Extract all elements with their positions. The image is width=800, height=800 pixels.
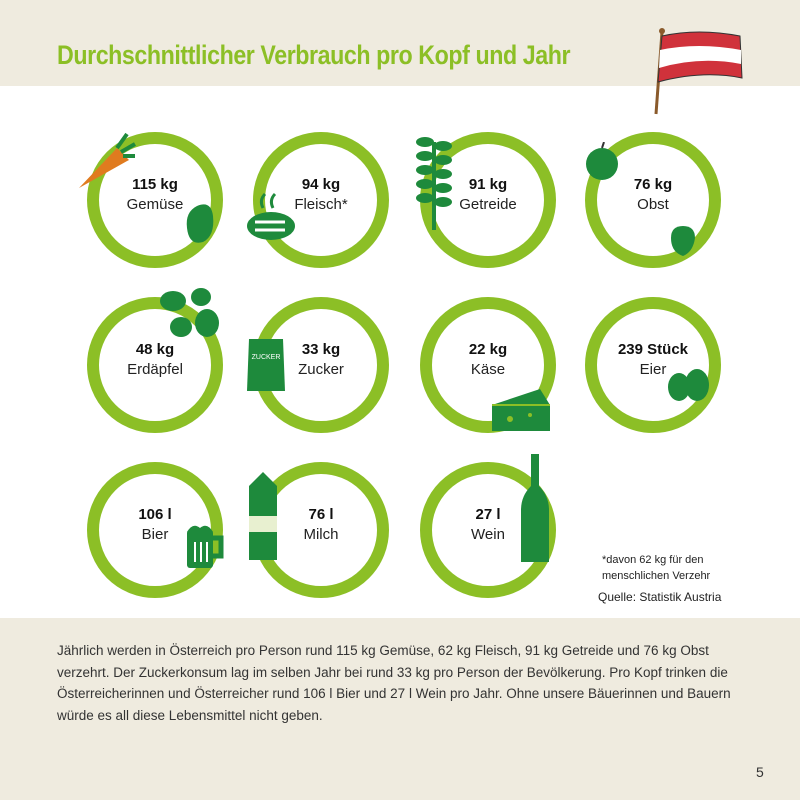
beer-mug-icon <box>183 520 227 575</box>
steak-icon <box>245 192 305 247</box>
item-value: 33 kg <box>301 341 341 358</box>
item-wein: 27 l Wein <box>420 454 556 598</box>
item-value: 94 kg <box>301 176 341 193</box>
footer-band <box>0 618 800 800</box>
item-value: 115 kg <box>132 176 178 193</box>
item-value: 239 Stück <box>617 341 689 358</box>
item-erdäpfel: 48 kg Erdäpfel <box>87 288 223 433</box>
body-text: Jährlich werden in Österreich pro Person… <box>57 643 731 723</box>
milk-carton-icon <box>245 470 281 567</box>
item-label: Milch <box>303 526 339 543</box>
item-bier: 106 l Bier <box>87 462 224 598</box>
item-label: Zucker <box>298 361 344 378</box>
carrot-pepper-icon <box>77 130 237 265</box>
item-value: 27 l <box>475 506 501 523</box>
item-value: 91 kg <box>468 176 508 193</box>
item-label: Gemüse <box>126 196 184 213</box>
item-label: Bier <box>141 526 169 543</box>
wine-bottle-icon <box>520 452 550 569</box>
item-fleisch: 94 kg Fleisch* <box>247 132 389 268</box>
page-number: 5 <box>756 764 764 780</box>
item-label: Obst <box>637 196 669 213</box>
page-title: Durchschnittlicher Verbrauch pro Kopf un… <box>57 40 571 70</box>
item-getreide: 91 kg Getreide <box>416 132 556 268</box>
item-value: 48 kg <box>135 341 175 358</box>
item-label: Eier <box>639 361 667 378</box>
item-label: Wein <box>471 526 505 543</box>
source: Quelle: Statistik Austria <box>598 590 722 604</box>
egg-icon <box>665 363 715 412</box>
wheat-icon <box>412 122 452 237</box>
item-gemüse: 115 kg Gemüse <box>79 132 223 268</box>
item-obst: 76 kg Obst <box>585 132 721 268</box>
item-label: Fleisch* <box>294 196 348 213</box>
item-käse: 22 kg Käse <box>420 297 556 433</box>
item-value: 106 l <box>138 506 172 523</box>
potato-icon <box>157 287 227 352</box>
austria-flag-icon <box>654 28 743 115</box>
svg-text:ZUCKER: ZUCKER <box>252 354 281 361</box>
apple-strawberry-icon <box>585 141 715 267</box>
item-value: 76 kg <box>633 176 673 193</box>
item-label: Getreide <box>459 196 517 213</box>
item-label: Erdäpfel <box>127 361 183 378</box>
item-value: 22 kg <box>468 341 508 358</box>
item-zucker: ZUCKER 33 kg Zucker <box>247 297 389 433</box>
sugar-bag-icon: ZUCKER <box>245 333 287 398</box>
item-label: Käse <box>470 361 506 378</box>
footnote: *davon 62 kg für den menschlichen Verzehr <box>602 554 711 582</box>
item-milch: 76 l Milch <box>249 462 389 598</box>
item-eier: 239 Stück Eier <box>585 297 721 433</box>
cheese-icon <box>490 385 552 440</box>
item-value: 76 l <box>308 506 334 523</box>
